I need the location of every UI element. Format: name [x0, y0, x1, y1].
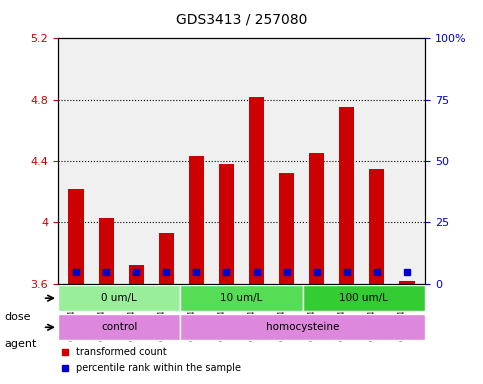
- Bar: [219, 164, 234, 284]
- Text: transformed count: transformed count: [76, 347, 167, 357]
- Bar: [128, 265, 144, 284]
- FancyBboxPatch shape: [58, 314, 180, 340]
- Text: 10 um/L: 10 um/L: [220, 293, 263, 303]
- Bar: [189, 156, 204, 284]
- Text: agent: agent: [5, 339, 37, 349]
- Text: control: control: [101, 322, 137, 332]
- FancyBboxPatch shape: [303, 285, 425, 311]
- FancyBboxPatch shape: [58, 285, 180, 311]
- Bar: [339, 108, 355, 284]
- Bar: [69, 189, 84, 284]
- FancyBboxPatch shape: [180, 314, 425, 340]
- Text: dose: dose: [5, 312, 31, 322]
- Bar: [249, 97, 264, 284]
- Text: percentile rank within the sample: percentile rank within the sample: [76, 363, 242, 373]
- Bar: [99, 218, 114, 284]
- FancyBboxPatch shape: [180, 285, 303, 311]
- Text: homocysteine: homocysteine: [266, 322, 340, 332]
- Text: 0 um/L: 0 um/L: [101, 293, 137, 303]
- Bar: [399, 281, 414, 284]
- Text: 100 um/L: 100 um/L: [340, 293, 388, 303]
- Bar: [159, 233, 174, 284]
- Text: GDS3413 / 257080: GDS3413 / 257080: [176, 13, 307, 27]
- Bar: [279, 173, 294, 284]
- Bar: [369, 169, 384, 284]
- Bar: [309, 153, 324, 284]
